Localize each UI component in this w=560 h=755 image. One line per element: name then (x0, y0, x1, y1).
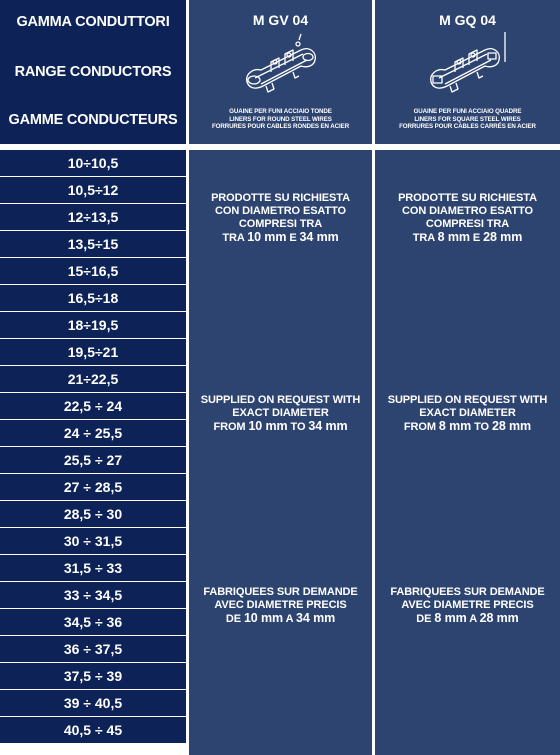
range-row: 28,5 ÷ 30 (0, 501, 186, 528)
info-line: CON DIAMETRO ESATTO (402, 205, 533, 217)
info-block-en: SUPPLIED ON REQUEST WITH EXACT DIAMETER … (189, 394, 372, 434)
column-header-mgv04: M GV 04 GU (189, 0, 372, 144)
range-label-en: RANGE CONDUCTORS (14, 64, 172, 80)
range-header-cell: GAMMA CONDUTTORI RANGE CONDUCTORS GAMME … (0, 0, 186, 144)
range-row: 22,5 ÷ 24 (0, 393, 186, 420)
info-line: SUPPLIED ON REQUEST WITH (387, 394, 548, 406)
range-word: FROM (213, 421, 246, 433)
info-line: EXACT DIAMETER (419, 407, 516, 419)
range-word: E (289, 232, 297, 244)
info-line: AVEC DIAMETRE PRECIS (214, 599, 347, 611)
range-word: A (469, 613, 477, 625)
info-line: FABRIQUEES SUR DEMANDE (203, 586, 358, 598)
info-block-it: PRODOTTE SU RICHIESTA CON DIAMETRO ESATT… (375, 192, 560, 245)
range-word: FROM (403, 421, 436, 433)
info-line: PRODOTTE SU RICHIESTA (398, 192, 537, 204)
cable-liner-round-icon (245, 33, 316, 93)
range-word: TO (474, 421, 489, 433)
info-block-fr: FABRIQUEES SUR DEMANDE AVEC DIAMETRE PRE… (375, 586, 560, 626)
range-row: 37,5 ÷ 39 (0, 663, 186, 690)
range-row: 34,5 ÷ 36 (0, 609, 186, 636)
range-max: 28 mm (483, 230, 523, 244)
range-max: 34 mm (296, 611, 336, 625)
product-code: M GQ 04 (439, 12, 496, 28)
range-max: 28 mm (479, 611, 519, 625)
range-min: 8 mm (434, 611, 467, 625)
range-row: 12÷13,5 (0, 204, 186, 231)
range-word: TO (290, 421, 306, 433)
column-body-mgv04: PRODOTTE SU RICHIESTA CON DIAMETRO ESATT… (189, 150, 372, 755)
column-header-mgq04: M GQ 04 GUAINE PER FU (375, 0, 560, 144)
info-line: PRODOTTE SU RICHIESTA (211, 192, 350, 204)
range-row: 19,5÷21 (0, 339, 186, 366)
range-row: 36 ÷ 37,5 (0, 636, 186, 663)
range-word: E (472, 232, 481, 244)
info-line: AVEC DIAMETRE PRECIS (401, 599, 534, 611)
range-word: TRA (222, 232, 245, 244)
range-min: 10 mm (247, 230, 287, 244)
range-row: 10÷10,5 (0, 150, 186, 177)
range-row: 10,5÷12 (0, 177, 186, 204)
range-label-it: GAMMA CONDUTTORI (16, 14, 170, 30)
info-line: CON DIAMETRO ESATTO (215, 205, 346, 217)
info-block-it: PRODOTTE SU RICHIESTA CON DIAMETRO ESATT… (189, 192, 372, 245)
range-row: 40,5 ÷ 45 (0, 717, 186, 744)
range-row: 39 ÷ 40,5 (0, 690, 186, 717)
range-max: 34 mm (299, 230, 339, 244)
range-word: A (285, 613, 294, 625)
range-word: TRA (412, 232, 435, 244)
liner-desc-en: LINERS FOR ROUND STEEL WIRES (229, 115, 332, 123)
info-line: FABRIQUEES SUR DEMANDE (390, 586, 545, 598)
range-row: 15÷16,5 (0, 258, 186, 285)
range-min: 10 mm (243, 611, 284, 625)
info-line: SUPPLIED ON REQUEST WITH (200, 394, 361, 406)
liner-desc-it: GUAINE PER FUNI ACCIAIO TONDE (229, 108, 332, 115)
range-row: 27 ÷ 28,5 (0, 474, 186, 501)
range-row: 16,5÷18 (0, 285, 186, 312)
table-header: GAMMA CONDUTTORI RANGE CONDUCTORS GAMME … (0, 0, 560, 144)
range-min: 8 mm (438, 419, 472, 433)
liner-desc-it: GUAINE PER FUNI ACCIAIO QUADRE (413, 108, 522, 115)
range-row: 18÷19,5 (0, 312, 186, 339)
product-code: M GV 04 (252, 12, 309, 28)
range-max: 34 mm (308, 419, 348, 433)
info-line: EXACT DIAMETER (232, 407, 329, 419)
liner-desc-en: LINERS FOR SQUARE STEEL WIRES (414, 115, 521, 123)
range-row: 21÷22,5 (0, 366, 186, 393)
info-line: COMPRESI TRA (425, 218, 510, 230)
range-min: 8 mm (437, 230, 470, 244)
range-list: 10÷10,5 10,5÷12 12÷13,5 13,5÷15 15÷16,5 … (0, 150, 186, 744)
range-min: 10 mm (248, 419, 288, 433)
range-row: 24 ÷ 25,5 (0, 420, 186, 447)
range-max: 28 mm (491, 419, 532, 433)
info-block-fr: FABRIQUEES SUR DEMANDE AVEC DIAMETRE PRE… (189, 586, 372, 626)
range-row: 13,5÷15 (0, 231, 186, 258)
range-word: DE (225, 613, 241, 625)
cable-liner-square-icon (429, 32, 506, 93)
range-row: 30 ÷ 31,5 (0, 528, 186, 555)
range-row: 31,5 ÷ 33 (0, 555, 186, 582)
info-line: COMPRESI TRA (238, 218, 323, 230)
range-row: 33 ÷ 34,5 (0, 582, 186, 609)
range-label-fr: GAMME CONDUCTEURS (8, 112, 178, 128)
range-word: DE (416, 613, 432, 625)
column-body-mgq04: PRODOTTE SU RICHIESTA CON DIAMETRO ESATT… (375, 150, 560, 755)
info-block-en: SUPPLIED ON REQUEST WITH EXACT DIAMETER … (375, 394, 560, 434)
liner-desc-fr: FORRURES POUR CABLES CARRÉS EN ACIER (399, 123, 536, 131)
header-divider (0, 144, 560, 148)
liner-desc-fr: FORRURES POUR CABLES RONDES EN ACIER (211, 123, 350, 131)
range-row: 25,5 ÷ 27 (0, 447, 186, 474)
